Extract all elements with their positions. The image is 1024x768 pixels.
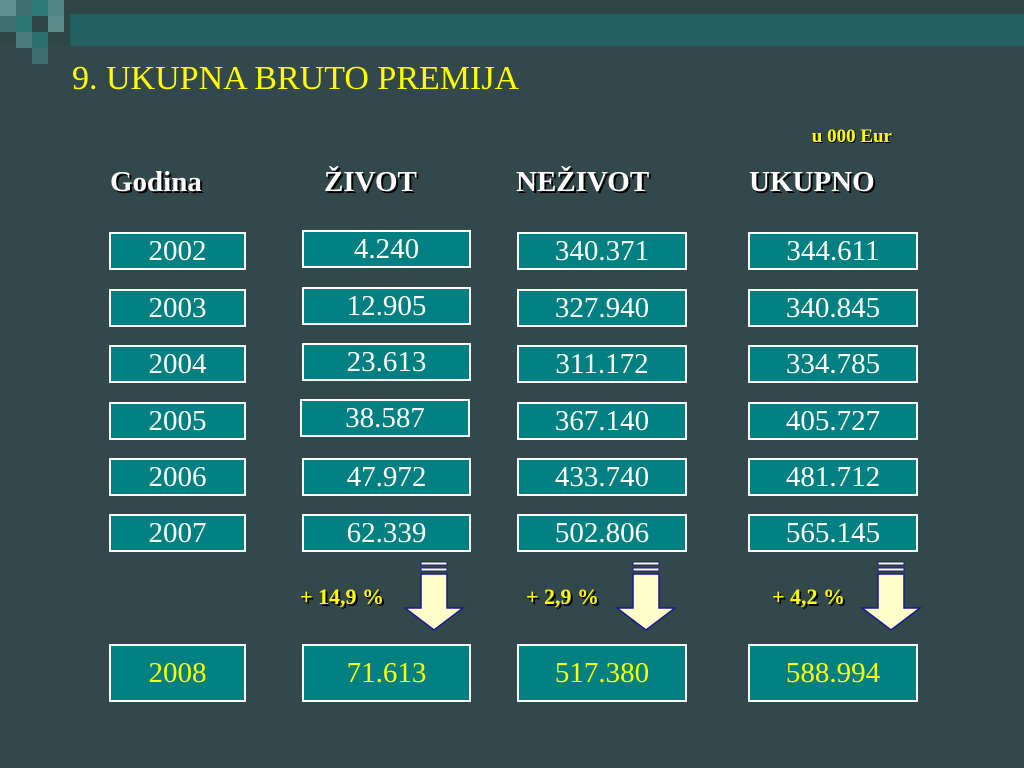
zivot-cell: 62.339 bbox=[302, 514, 471, 552]
column-header-ukupno: UKUPNO bbox=[749, 166, 875, 198]
nezivot-cell: 367.140 bbox=[517, 402, 687, 440]
year-cell: 2007 bbox=[109, 514, 246, 552]
down-arrow-icon bbox=[860, 561, 922, 631]
zivot-cell: 4.240 bbox=[302, 230, 471, 268]
growth-zivot-label: + 14,9 % bbox=[300, 584, 385, 609]
year-cell: 2003 bbox=[109, 289, 246, 327]
slide-title: 9. UKUPNA BRUTO PREMIJA bbox=[72, 60, 520, 97]
zivot-cell: 12.905 bbox=[302, 287, 471, 325]
ukupno-cell: 481.712 bbox=[748, 458, 918, 496]
forecast-zivot-cell: 71.613 bbox=[302, 644, 471, 702]
column-header-nezivot: NEŽIVOT bbox=[516, 166, 650, 198]
ukupno-cell: 344.611 bbox=[748, 232, 918, 270]
ukupno-cell: 565.145 bbox=[748, 514, 918, 552]
down-arrow-icon bbox=[403, 561, 465, 631]
year-cell: 2004 bbox=[109, 345, 246, 383]
down-arrow-icon bbox=[615, 561, 677, 631]
zivot-cell: 38.587 bbox=[300, 399, 470, 437]
year-cell: 2005 bbox=[109, 402, 246, 440]
zivot-cell: 23.613 bbox=[302, 343, 471, 381]
nezivot-cell: 502.806 bbox=[517, 514, 687, 552]
ukupno-cell: 405.727 bbox=[748, 402, 918, 440]
forecast-ukupno-cell: 588.994 bbox=[748, 644, 918, 702]
zivot-cell: 47.972 bbox=[302, 458, 471, 496]
forecast-nezivot-cell: 517.380 bbox=[517, 644, 687, 702]
ukupno-cell: 340.845 bbox=[748, 289, 918, 327]
nezivot-cell: 311.172 bbox=[517, 345, 687, 383]
growth-ukupno-label: + 4,2 % bbox=[772, 584, 846, 609]
header-decoration bbox=[0, 0, 1024, 64]
nezivot-cell: 340.371 bbox=[517, 232, 687, 270]
column-header-zivot: ŽIVOT bbox=[324, 166, 417, 198]
year-cell: 2006 bbox=[109, 458, 246, 496]
ukupno-cell: 334.785 bbox=[748, 345, 918, 383]
nezivot-cell: 433.740 bbox=[517, 458, 687, 496]
forecast-year-cell: 2008 bbox=[109, 644, 246, 702]
year-cell: 2002 bbox=[109, 232, 246, 270]
column-header-godina: Godina bbox=[110, 166, 202, 198]
unit-label: u 000 Eur bbox=[811, 126, 892, 147]
nezivot-cell: 327.940 bbox=[517, 289, 687, 327]
growth-nezivot-label: + 2,9 % bbox=[526, 584, 600, 609]
